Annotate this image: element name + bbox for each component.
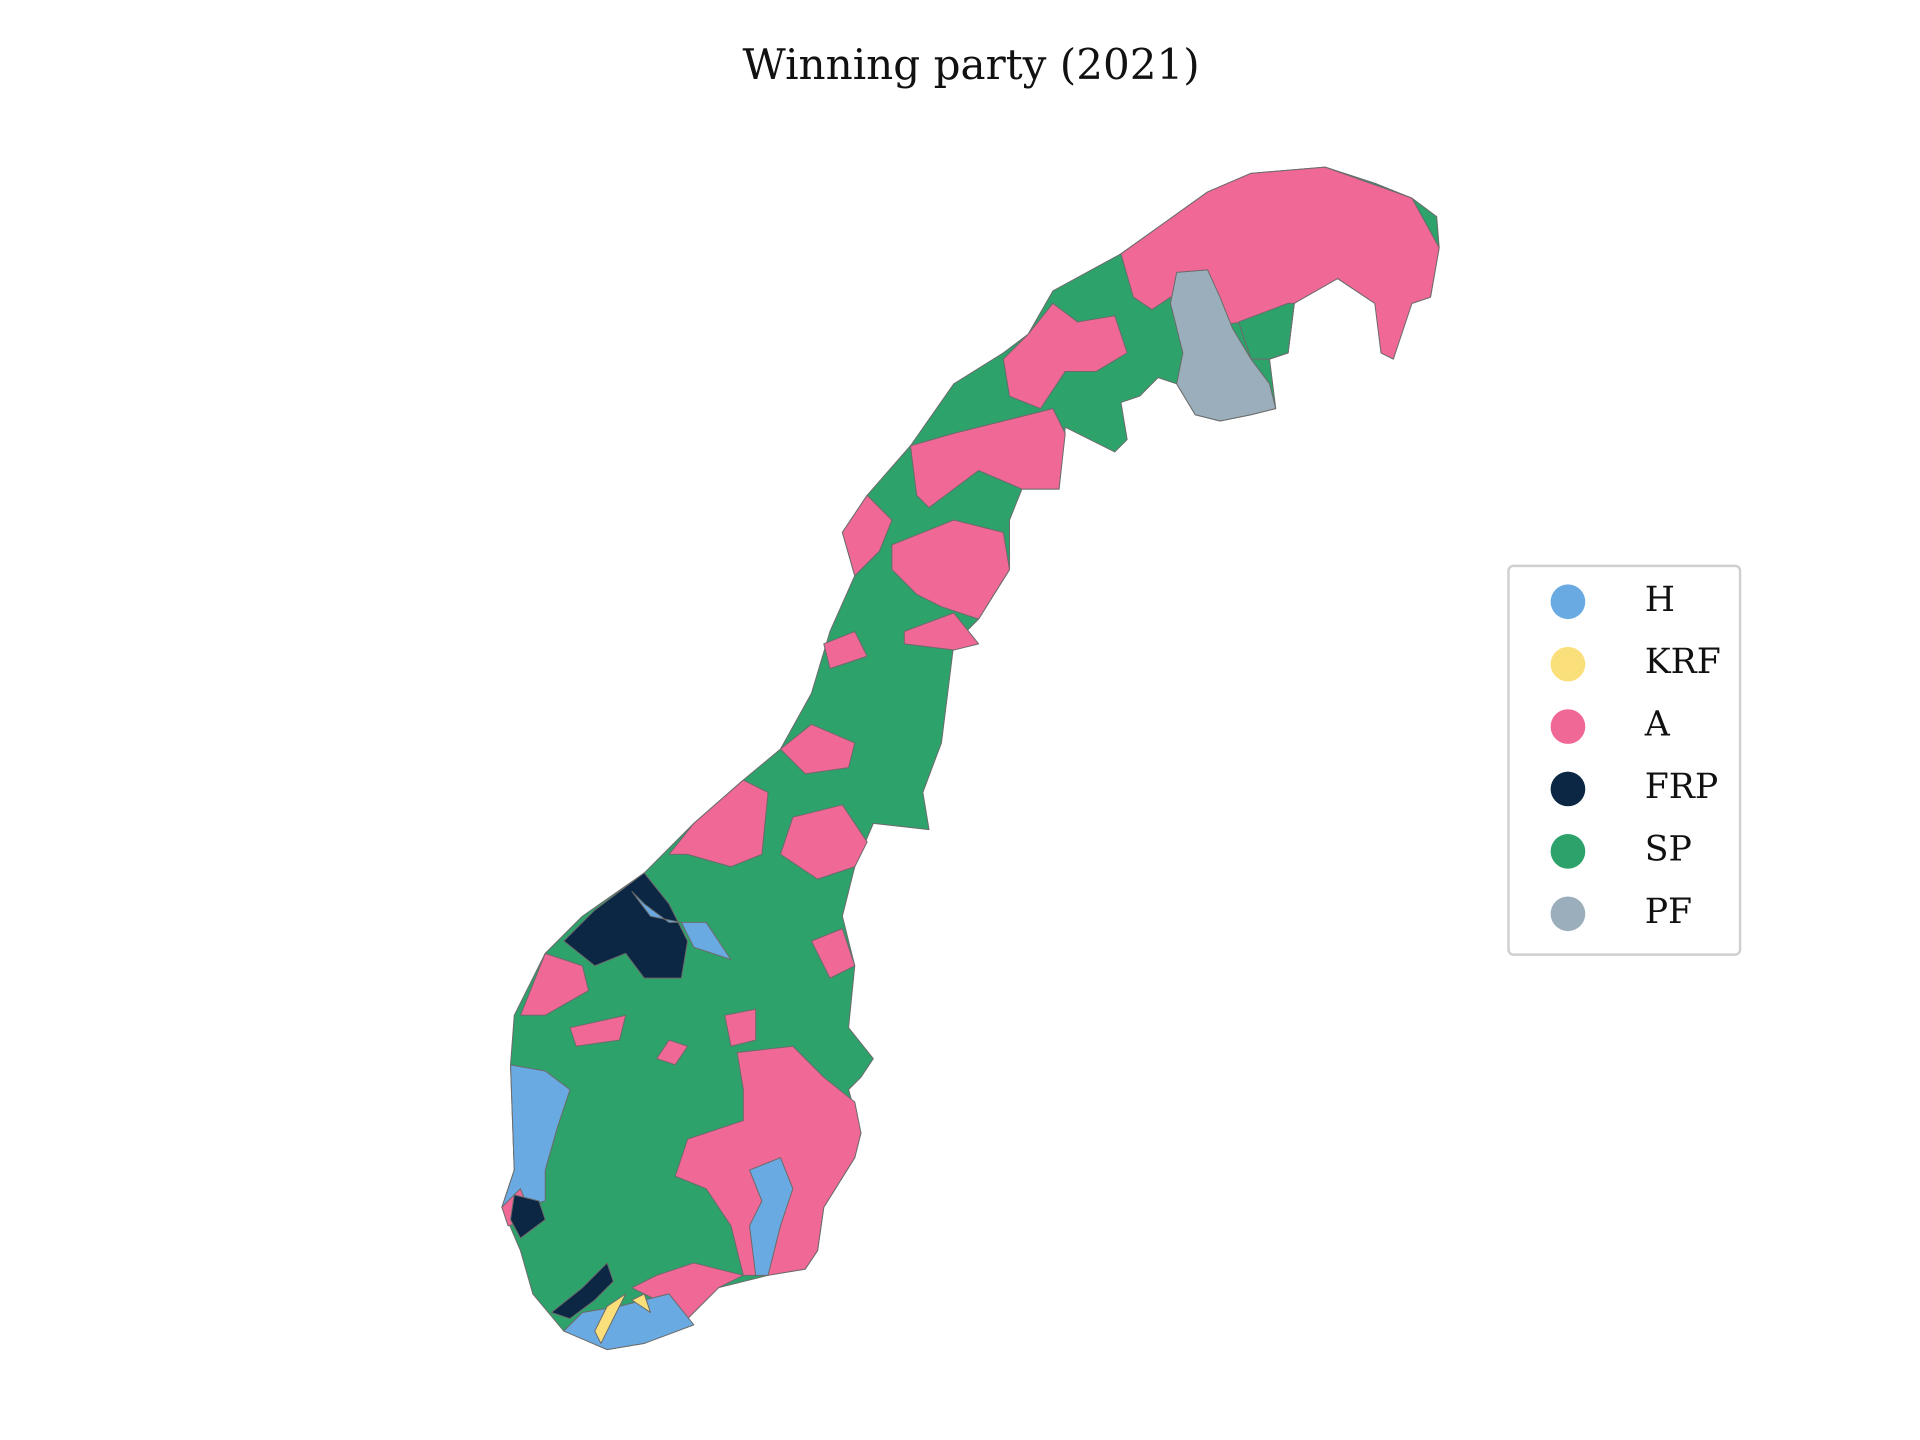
region [563, 872, 689, 979]
region [779, 804, 868, 880]
region [749, 1157, 794, 1276]
region [594, 1293, 627, 1344]
region [779, 723, 856, 775]
region [656, 1039, 689, 1066]
region [631, 890, 732, 961]
region [668, 779, 769, 868]
legend: H KRF A FRP SP PF [1550, 580, 1721, 932]
legend-swatch [1550, 896, 1586, 932]
legend-label: KRF [1645, 642, 1721, 682]
region [501, 166, 1440, 1351]
legend-swatch [1550, 646, 1586, 682]
region [841, 494, 893, 577]
region [724, 1008, 757, 1047]
region [909, 408, 1066, 509]
map [501, 166, 1440, 1351]
legend-swatch [1550, 834, 1586, 869]
legend-swatch [1550, 584, 1586, 620]
legend-box [1507, 564, 1742, 956]
region [510, 1194, 546, 1239]
legend-label: H [1645, 580, 1675, 620]
region [563, 1293, 695, 1351]
legend-label: FRP [1645, 767, 1718, 807]
region [891, 519, 1011, 620]
region [810, 928, 856, 979]
region [903, 612, 980, 651]
region [1169, 269, 1277, 422]
region [823, 630, 868, 670]
legend-label: PF [1645, 892, 1692, 932]
region [519, 952, 590, 1016]
map-title: Winning party (2021) [743, 40, 1200, 89]
region [1002, 302, 1128, 410]
region [569, 1014, 627, 1047]
region [631, 1293, 651, 1313]
region [550, 1262, 614, 1320]
region [674, 1045, 862, 1276]
region [501, 1064, 571, 1208]
legend-label: SP [1645, 829, 1692, 869]
legend-swatch [1550, 771, 1586, 807]
legend-label: A [1644, 705, 1671, 745]
legend-swatch [1550, 709, 1586, 744]
